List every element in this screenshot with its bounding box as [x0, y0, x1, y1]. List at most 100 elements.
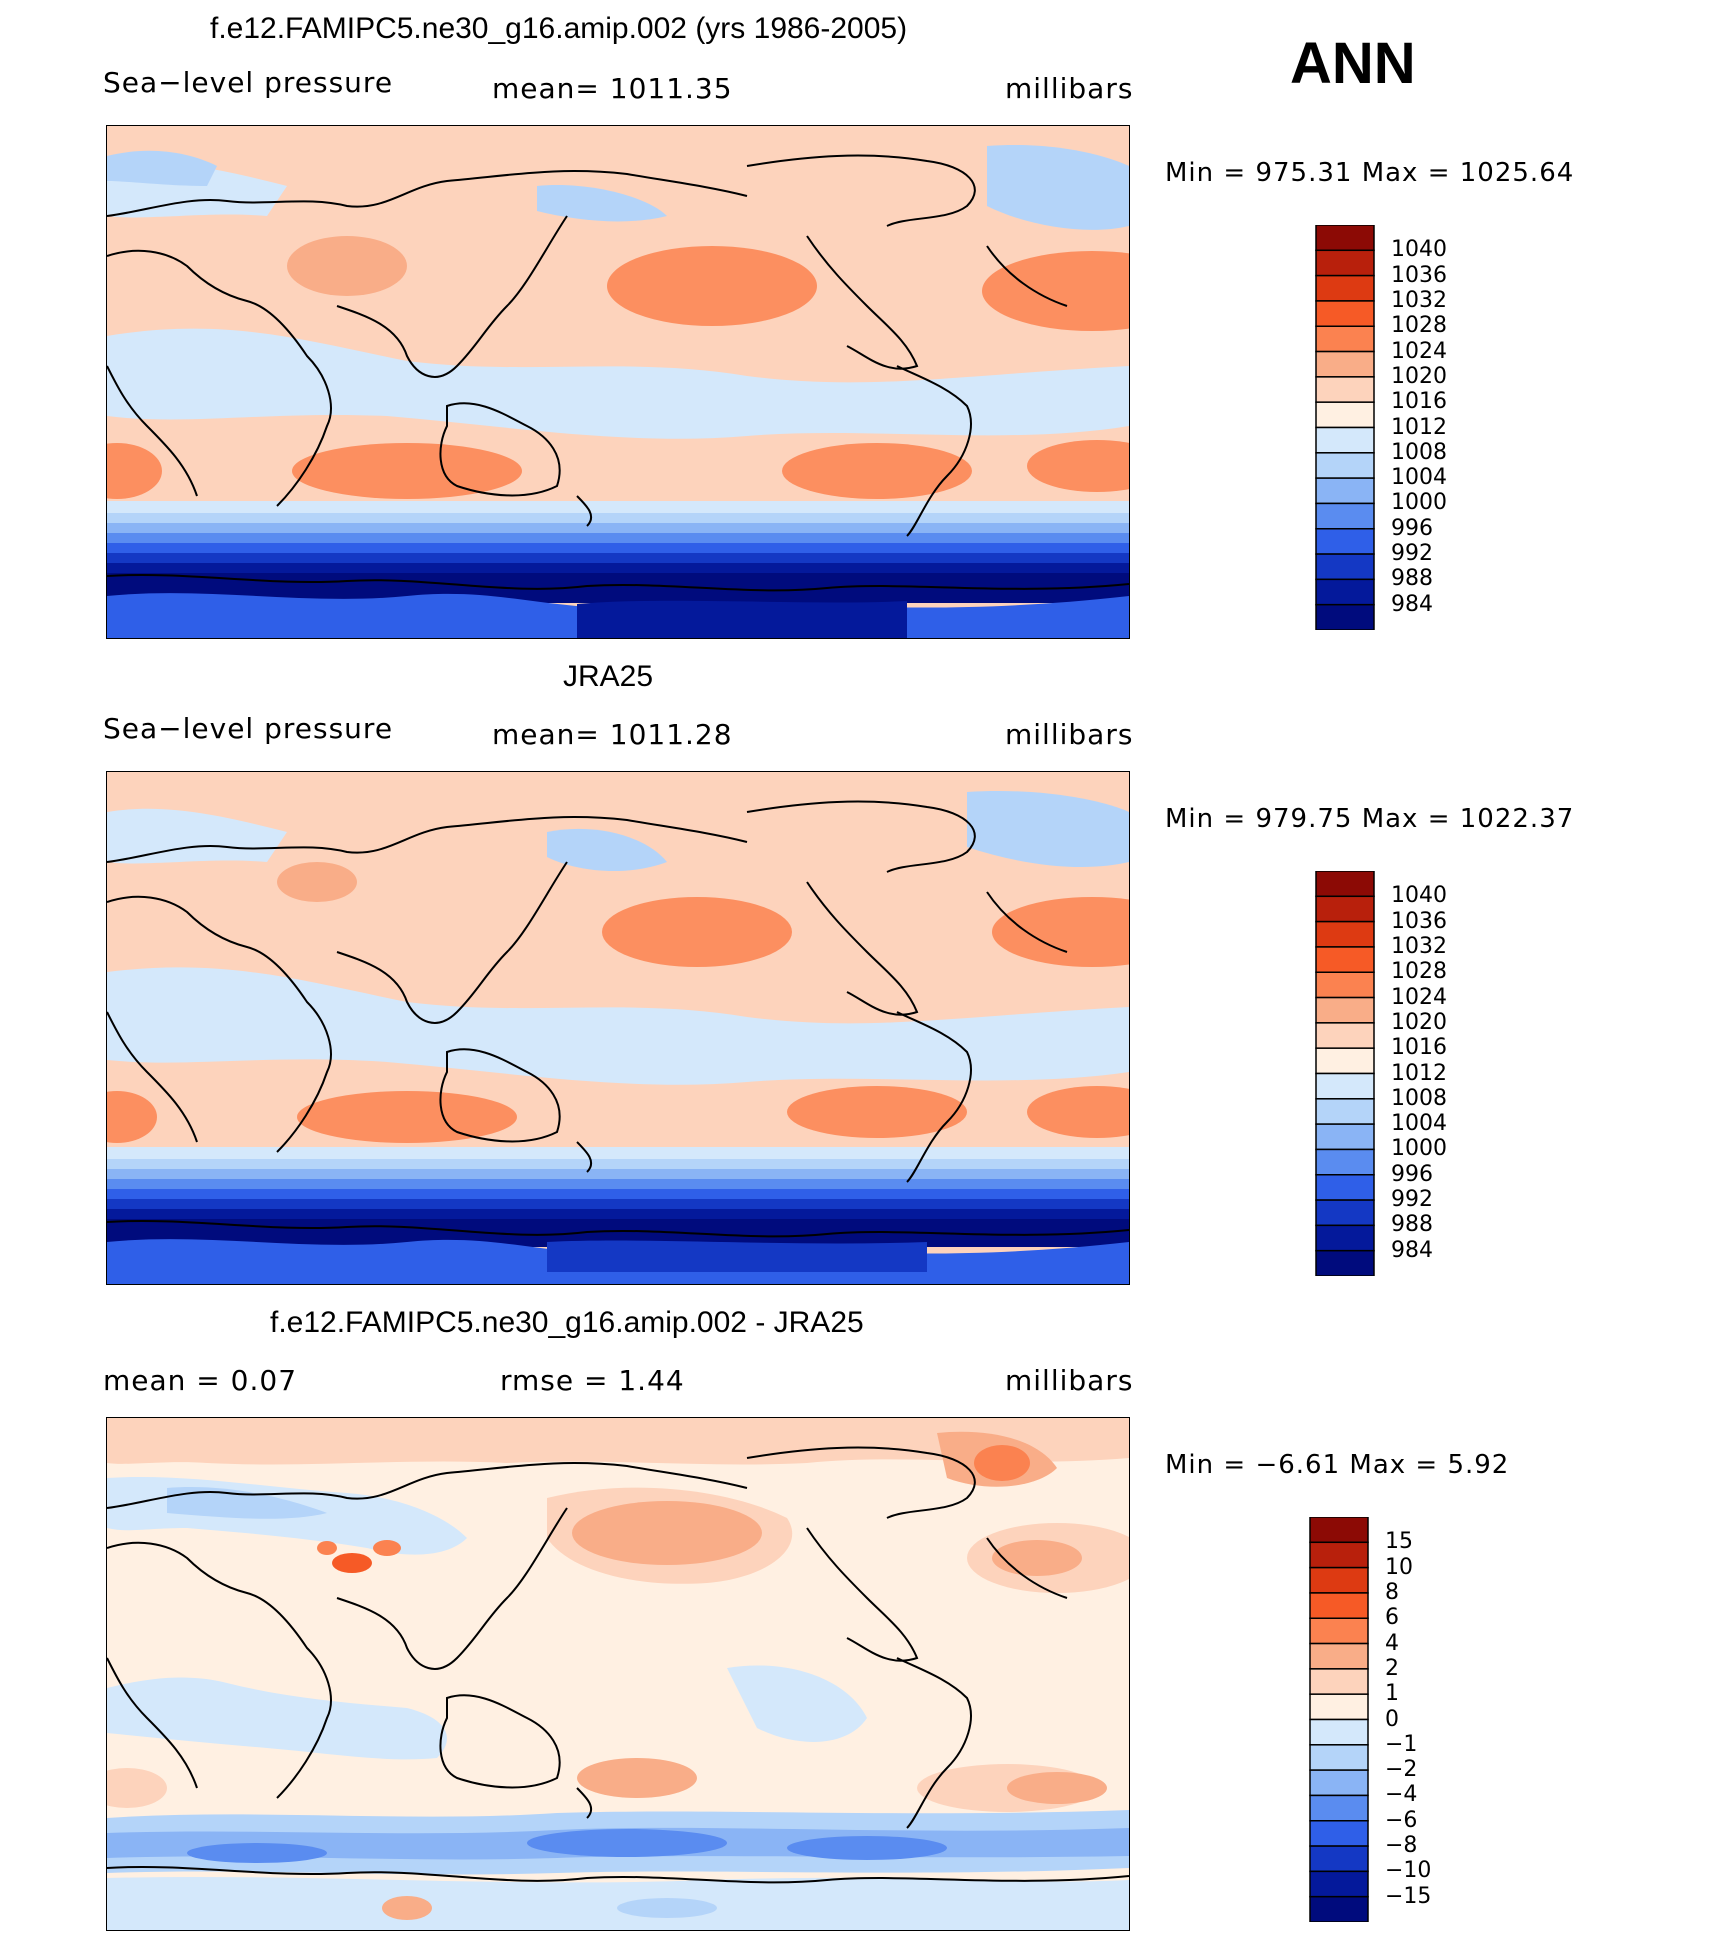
panel3-minmax: Min = −6.61 Max = 5.92: [1165, 1450, 1510, 1480]
colorbar-swatch: [1309, 1794, 1369, 1822]
colorbar-tick-label: 4: [1385, 1630, 1399, 1656]
colorbar-swatch: [1315, 225, 1375, 252]
colorbar-swatch: [1315, 578, 1375, 606]
colorbar-tick-label: 1016: [1391, 1035, 1447, 1061]
panel2-colorbar: 1040 1036 1032 1028 1024 1020 1016 1012 1008 1004…: [1315, 871, 1447, 1276]
colorbar-tick-label: 1024: [1391, 984, 1447, 1010]
season-label: ANN: [1290, 31, 1416, 96]
colorbar-tick-label: 996: [1391, 1161, 1433, 1187]
colorbar-swatch: [1309, 1895, 1369, 1922]
panel2-mean-label: mean= 1011.28: [492, 718, 733, 751]
colorbar-swatch: [1309, 1566, 1369, 1594]
colorbar-swatch: [1309, 1617, 1369, 1645]
colorbar-swatch: [1309, 1693, 1369, 1721]
panel3-title: f.e12.FAMIPC5.ne30_g16.amip.002 - JRA25: [270, 1306, 864, 1339]
colorbar-tick-label: 1008: [1391, 1085, 1447, 1111]
colorbar-tick-label: −15: [1385, 1883, 1432, 1909]
panel2-map: [106, 771, 1130, 1285]
colorbar-tick-label: 988: [1391, 1212, 1433, 1238]
colorbar-swatch: [1315, 502, 1375, 530]
colorbar-swatch: [1309, 1668, 1369, 1695]
colorbar-swatch: [1315, 452, 1375, 479]
colorbar-swatch: [1315, 1199, 1375, 1227]
colorbar-tick-label: 996: [1391, 515, 1433, 541]
colorbar-swatch: [1315, 996, 1375, 1024]
colorbar-tick-label: 15: [1385, 1529, 1413, 1555]
colorbar-swatch: [1309, 1517, 1369, 1544]
panel3-rmse-label: rmse = 1.44: [500, 1364, 685, 1397]
colorbar-swatch: [1315, 1148, 1375, 1176]
colorbar-svg: [1315, 225, 1375, 630]
colorbar-tick-label: 984: [1391, 1237, 1433, 1263]
colorbar-tick-label: 1004: [1391, 465, 1447, 491]
colorbar-swatch: [1315, 1249, 1375, 1276]
colorbar-swatch: [1315, 920, 1375, 948]
colorbar-swatch: [1309, 1870, 1369, 1898]
colorbar-tick-label: −6: [1385, 1807, 1418, 1833]
colorbar-swatch: [1315, 895, 1375, 923]
colorbar-tick-label: 984: [1391, 591, 1433, 617]
colorbar-swatch: [1315, 401, 1375, 429]
colorbar-swatch: [1309, 1592, 1369, 1619]
panel3-units-label: millibars: [1005, 1364, 1134, 1397]
colorbar-swatch: [1315, 1174, 1375, 1201]
colorbar-swatch: [1315, 603, 1375, 630]
colorbar-swatch: [1315, 274, 1375, 302]
panel2-units-label: millibars: [1005, 718, 1134, 751]
colorbar-tick-label: 1032: [1391, 287, 1447, 313]
colorbar-swatch: [1315, 376, 1375, 403]
panel2-variable-label: Sea−level pressure: [103, 712, 394, 745]
panel3-mean-label: mean = 0.07: [103, 1364, 298, 1397]
colorbar-swatch: [1315, 1047, 1375, 1075]
colorbar-tick-label: 1000: [1391, 1136, 1447, 1162]
colorbar-tick-label: 1036: [1391, 262, 1447, 288]
colorbar-tick-label: −10: [1385, 1858, 1432, 1884]
panel1-mean-label: mean= 1011.35: [492, 72, 733, 105]
colorbar-swatch: [1315, 1098, 1375, 1125]
colorbar-tick-label: 1012: [1391, 414, 1447, 440]
colorbar-swatch: [1315, 528, 1375, 555]
colorbar-swatch: [1315, 553, 1375, 581]
colorbar-swatch: [1309, 1769, 1369, 1797]
colorbar-swatch: [1315, 1022, 1375, 1049]
colorbar-tick-label: 1036: [1391, 908, 1447, 934]
colorbar-swatch: [1315, 477, 1375, 505]
colorbar-swatch: [1315, 1123, 1375, 1151]
panel3-map: [106, 1417, 1130, 1931]
colorbar-svg: [1309, 1517, 1369, 1922]
colorbar-tick-label: 1024: [1391, 338, 1447, 364]
colorbar-swatch: [1315, 1224, 1375, 1252]
colorbar-tick-label: −1: [1385, 1731, 1418, 1757]
colorbar-swatch: [1315, 300, 1375, 327]
colorbar-tick-label: 1: [1385, 1681, 1399, 1707]
colorbar-tick-label: −2: [1385, 1757, 1418, 1783]
colorbar-swatch: [1315, 426, 1375, 454]
colorbar-tick-label: 1028: [1391, 959, 1447, 985]
colorbar-tick-label: 992: [1391, 1187, 1433, 1213]
panel1-colorbar: 1040 1036 1032 1028 1024 1020 1016 1012 1008 1004…: [1315, 225, 1447, 630]
colorbar-tick-label: 1020: [1391, 363, 1447, 389]
colorbar-swatch: [1309, 1541, 1369, 1569]
colorbar-swatch: [1315, 871, 1375, 898]
colorbar-tick-label: 988: [1391, 566, 1433, 592]
colorbar-tick-label: 8: [1385, 1579, 1399, 1605]
colorbar-tick-label: 1004: [1391, 1111, 1447, 1137]
colorbar-tick-label: 1040: [1391, 883, 1447, 909]
colorbar-svg: [1315, 871, 1375, 1276]
colorbar-swatch: [1315, 325, 1375, 353]
panel1-variable-label: Sea−level pressure: [103, 66, 394, 99]
colorbar-swatch: [1315, 350, 1375, 378]
colorbar-tick-label: 1016: [1391, 389, 1447, 415]
panel1-minmax: Min = 975.31 Max = 1025.64: [1165, 158, 1575, 188]
panel1-units-label: millibars: [1005, 72, 1134, 105]
colorbar-swatch: [1309, 1744, 1369, 1771]
colorbar-tick-label: 1040: [1391, 237, 1447, 263]
panel3-colorbar: 15 10 8 6 4 2 1 0 −1 −2 −4 −6 −8 −10 −15: [1309, 1517, 1431, 1922]
panel1-title: f.e12.FAMIPC5.ne30_g16.amip.002 (yrs 198…: [210, 12, 908, 45]
colorbar-tick-label: −4: [1385, 1782, 1418, 1808]
colorbar-tick-label: 1028: [1391, 313, 1447, 339]
colorbar-tick-label: 1008: [1391, 439, 1447, 465]
colorbar-tick-label: 0: [1385, 1706, 1399, 1732]
panel1-map: [106, 125, 1130, 639]
colorbar-swatch: [1309, 1845, 1369, 1873]
